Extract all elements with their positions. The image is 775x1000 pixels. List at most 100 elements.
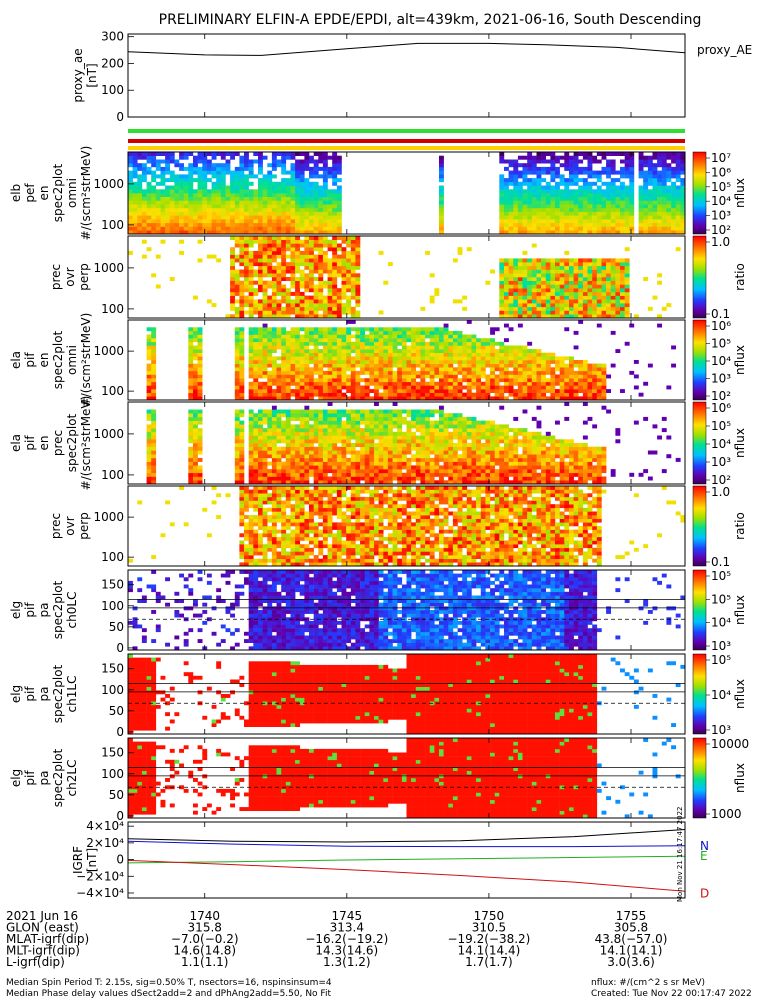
- heatmap-cell: [415, 381, 421, 386]
- heatmap-cell: [193, 215, 198, 220]
- heatmap-cell: [550, 378, 556, 383]
- heatmap-cell: [248, 349, 254, 353]
- heatmap-cell: [601, 374, 607, 379]
- heatmap-cell: [555, 230, 560, 235]
- heatmap-cell: [234, 409, 240, 414]
- heatmap-cell: [499, 185, 505, 190]
- heatmap-cell: [364, 370, 370, 375]
- heatmap-cell: [397, 396, 403, 401]
- heatmap-cell: [643, 222, 649, 227]
- heatmap-cell: [360, 385, 365, 390]
- heatmap-cell: [267, 269, 273, 274]
- heatmap-cell: [587, 280, 593, 285]
- heatmap-cell: [285, 409, 291, 414]
- heatmap-cell: [290, 196, 296, 201]
- heatmap-cell: [211, 230, 217, 235]
- heatmap-cell: [327, 288, 333, 293]
- heatmap-cell: [309, 181, 314, 186]
- heatmap-cell: [262, 265, 268, 270]
- heatmap-cell: [332, 413, 338, 418]
- heatmap-cell: [513, 356, 519, 361]
- heatmap-cell: [271, 465, 277, 470]
- heatmap-cell: [285, 262, 291, 267]
- heatmap-cell: [239, 196, 245, 201]
- heatmap-cell: [332, 163, 338, 168]
- heatmap-cell: [355, 428, 361, 433]
- heatmap-cell: [341, 310, 347, 315]
- heatmap-cell: [643, 226, 649, 231]
- heatmap-cell: [299, 381, 305, 386]
- heatmap-cell: [299, 189, 305, 194]
- heatmap-cell: [239, 370, 245, 375]
- heatmap-cell: [675, 211, 681, 216]
- heatmap-cell: [332, 284, 338, 289]
- heatmap-cell: [671, 181, 676, 186]
- heatmap-cell: [401, 389, 407, 393]
- heatmap-cell: [193, 389, 198, 393]
- heatmap-cell: [234, 381, 240, 386]
- heatmap-cell: [239, 461, 245, 466]
- heatmap-cell: [128, 211, 133, 216]
- heatmap-cell: [271, 435, 277, 440]
- heatmap-cell: [550, 374, 556, 379]
- heatmap-cell: [262, 363, 268, 368]
- heatmap-cell: [309, 204, 314, 209]
- heatmap-cell: [522, 222, 528, 227]
- heatmap-cell: [350, 236, 356, 240]
- heatmap-cell: [234, 454, 240, 459]
- heatmap-cell: [290, 416, 296, 421]
- heatmap-cell: [220, 170, 226, 175]
- heatmap-cell: [341, 349, 347, 353]
- heatmap-cell: [592, 385, 598, 390]
- heatmap-cell: [160, 189, 166, 194]
- heatmap-cell: [657, 323, 662, 328]
- heatmap-cell: [309, 341, 314, 346]
- heatmap-cell: [258, 306, 263, 311]
- heatmap-cell: [197, 330, 203, 335]
- heatmap-cell: [285, 299, 291, 304]
- heatmap-cell: [234, 465, 240, 470]
- heatmap-cell: [536, 277, 542, 281]
- heatmap-cell: [341, 431, 347, 436]
- heatmap-cell: [318, 284, 324, 289]
- heatmap-cell: [508, 284, 514, 289]
- heatmap-cell: [522, 314, 528, 319]
- heatmap-cell: [513, 219, 519, 224]
- heatmap-cell: [541, 284, 546, 289]
- heatmap-cell: [276, 381, 282, 386]
- heatmap-cell: [327, 277, 333, 281]
- heatmap-cell: [490, 389, 495, 393]
- heatmap-cell: [285, 461, 291, 466]
- heatmap-cell: [304, 472, 310, 477]
- heatmap-cell: [290, 450, 296, 455]
- heatmap-cell: [193, 338, 198, 343]
- heatmap-cell: [188, 170, 194, 175]
- heatmap-cell: [569, 200, 574, 205]
- heatmap-cell: [244, 226, 249, 231]
- heatmap-cell: [174, 159, 180, 164]
- heatmap-cell: [624, 291, 630, 296]
- heatmap-cell: [262, 465, 268, 470]
- heatmap-cell: [188, 334, 194, 339]
- heatmap-cell: [680, 163, 686, 168]
- heatmap-cell: [313, 204, 319, 209]
- heatmap-cell: [239, 431, 245, 436]
- heatmap-cell: [313, 472, 319, 477]
- heatmap-cell: [146, 465, 152, 470]
- heatmap-cell: [587, 222, 593, 227]
- heatmap-cell: [508, 392, 514, 397]
- heatmap-cell: [155, 152, 161, 156]
- heatmap-cell: [230, 155, 235, 160]
- heatmap-cell: [420, 389, 426, 393]
- heatmap-cell: [299, 284, 305, 289]
- heatmap-cell: [550, 303, 556, 308]
- heatmap-cell: [299, 204, 305, 209]
- heatmap-cell: [434, 385, 440, 390]
- heatmap-cell: [281, 310, 287, 315]
- heatmap-cell: [569, 178, 574, 183]
- heatmap-cell: [411, 378, 416, 383]
- heatmap-cell: [248, 443, 254, 447]
- heatmap-cell: [290, 243, 296, 248]
- heatmap-cell: [248, 363, 254, 368]
- heatmap-cell: [466, 334, 472, 339]
